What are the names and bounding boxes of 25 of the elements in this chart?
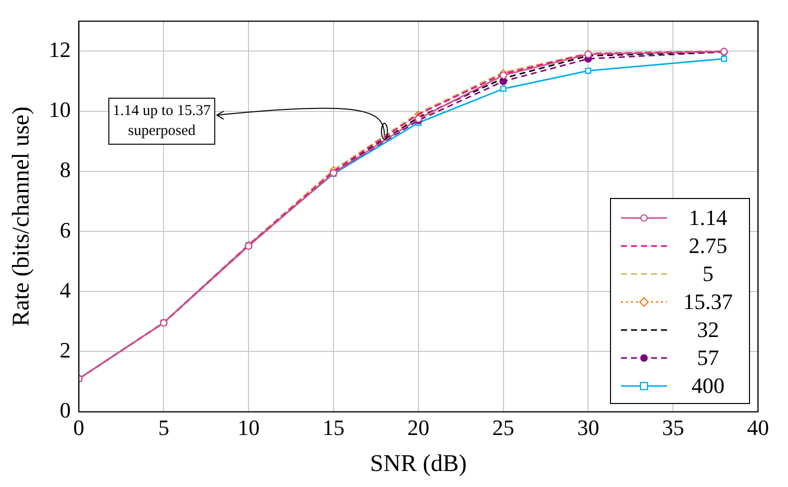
x-tick-label: 25 (492, 414, 514, 440)
y-tick-label: 2 (60, 337, 71, 362)
x-axis-title: SNR (dB) (370, 450, 467, 477)
y-tick-label: 10 (48, 97, 71, 122)
x-tick-label: 20 (407, 414, 430, 440)
x-tick-label: 35 (662, 414, 684, 440)
legend-label: 400 (690, 372, 726, 399)
x-tick-label: 10 (238, 414, 260, 440)
x-tick-label: 15 (322, 414, 344, 440)
y-tick-label: 8 (60, 157, 71, 182)
y-tick-label: 12 (48, 37, 71, 62)
annotation: 1.14 up to 15.37 superposed (112, 103, 212, 140)
x-tick-label: 30 (577, 414, 600, 440)
y-axis-title: Rate (bits/channel use) (8, 106, 35, 326)
legend-label: 57 (696, 344, 720, 371)
legend-label: 32 (696, 316, 720, 343)
legend-label: 2.75 (688, 232, 728, 259)
y-tick-label: 4 (60, 277, 71, 302)
legend-label: 15.37 (682, 288, 734, 315)
y-tick-label: 0 (60, 398, 71, 423)
legend-label: 5 (702, 260, 714, 287)
legend-label: 1.14 (688, 204, 728, 231)
y-tick-label: 6 (60, 217, 71, 242)
x-tick-label: 5 (158, 414, 170, 440)
x-tick-label: 40 (747, 414, 769, 440)
